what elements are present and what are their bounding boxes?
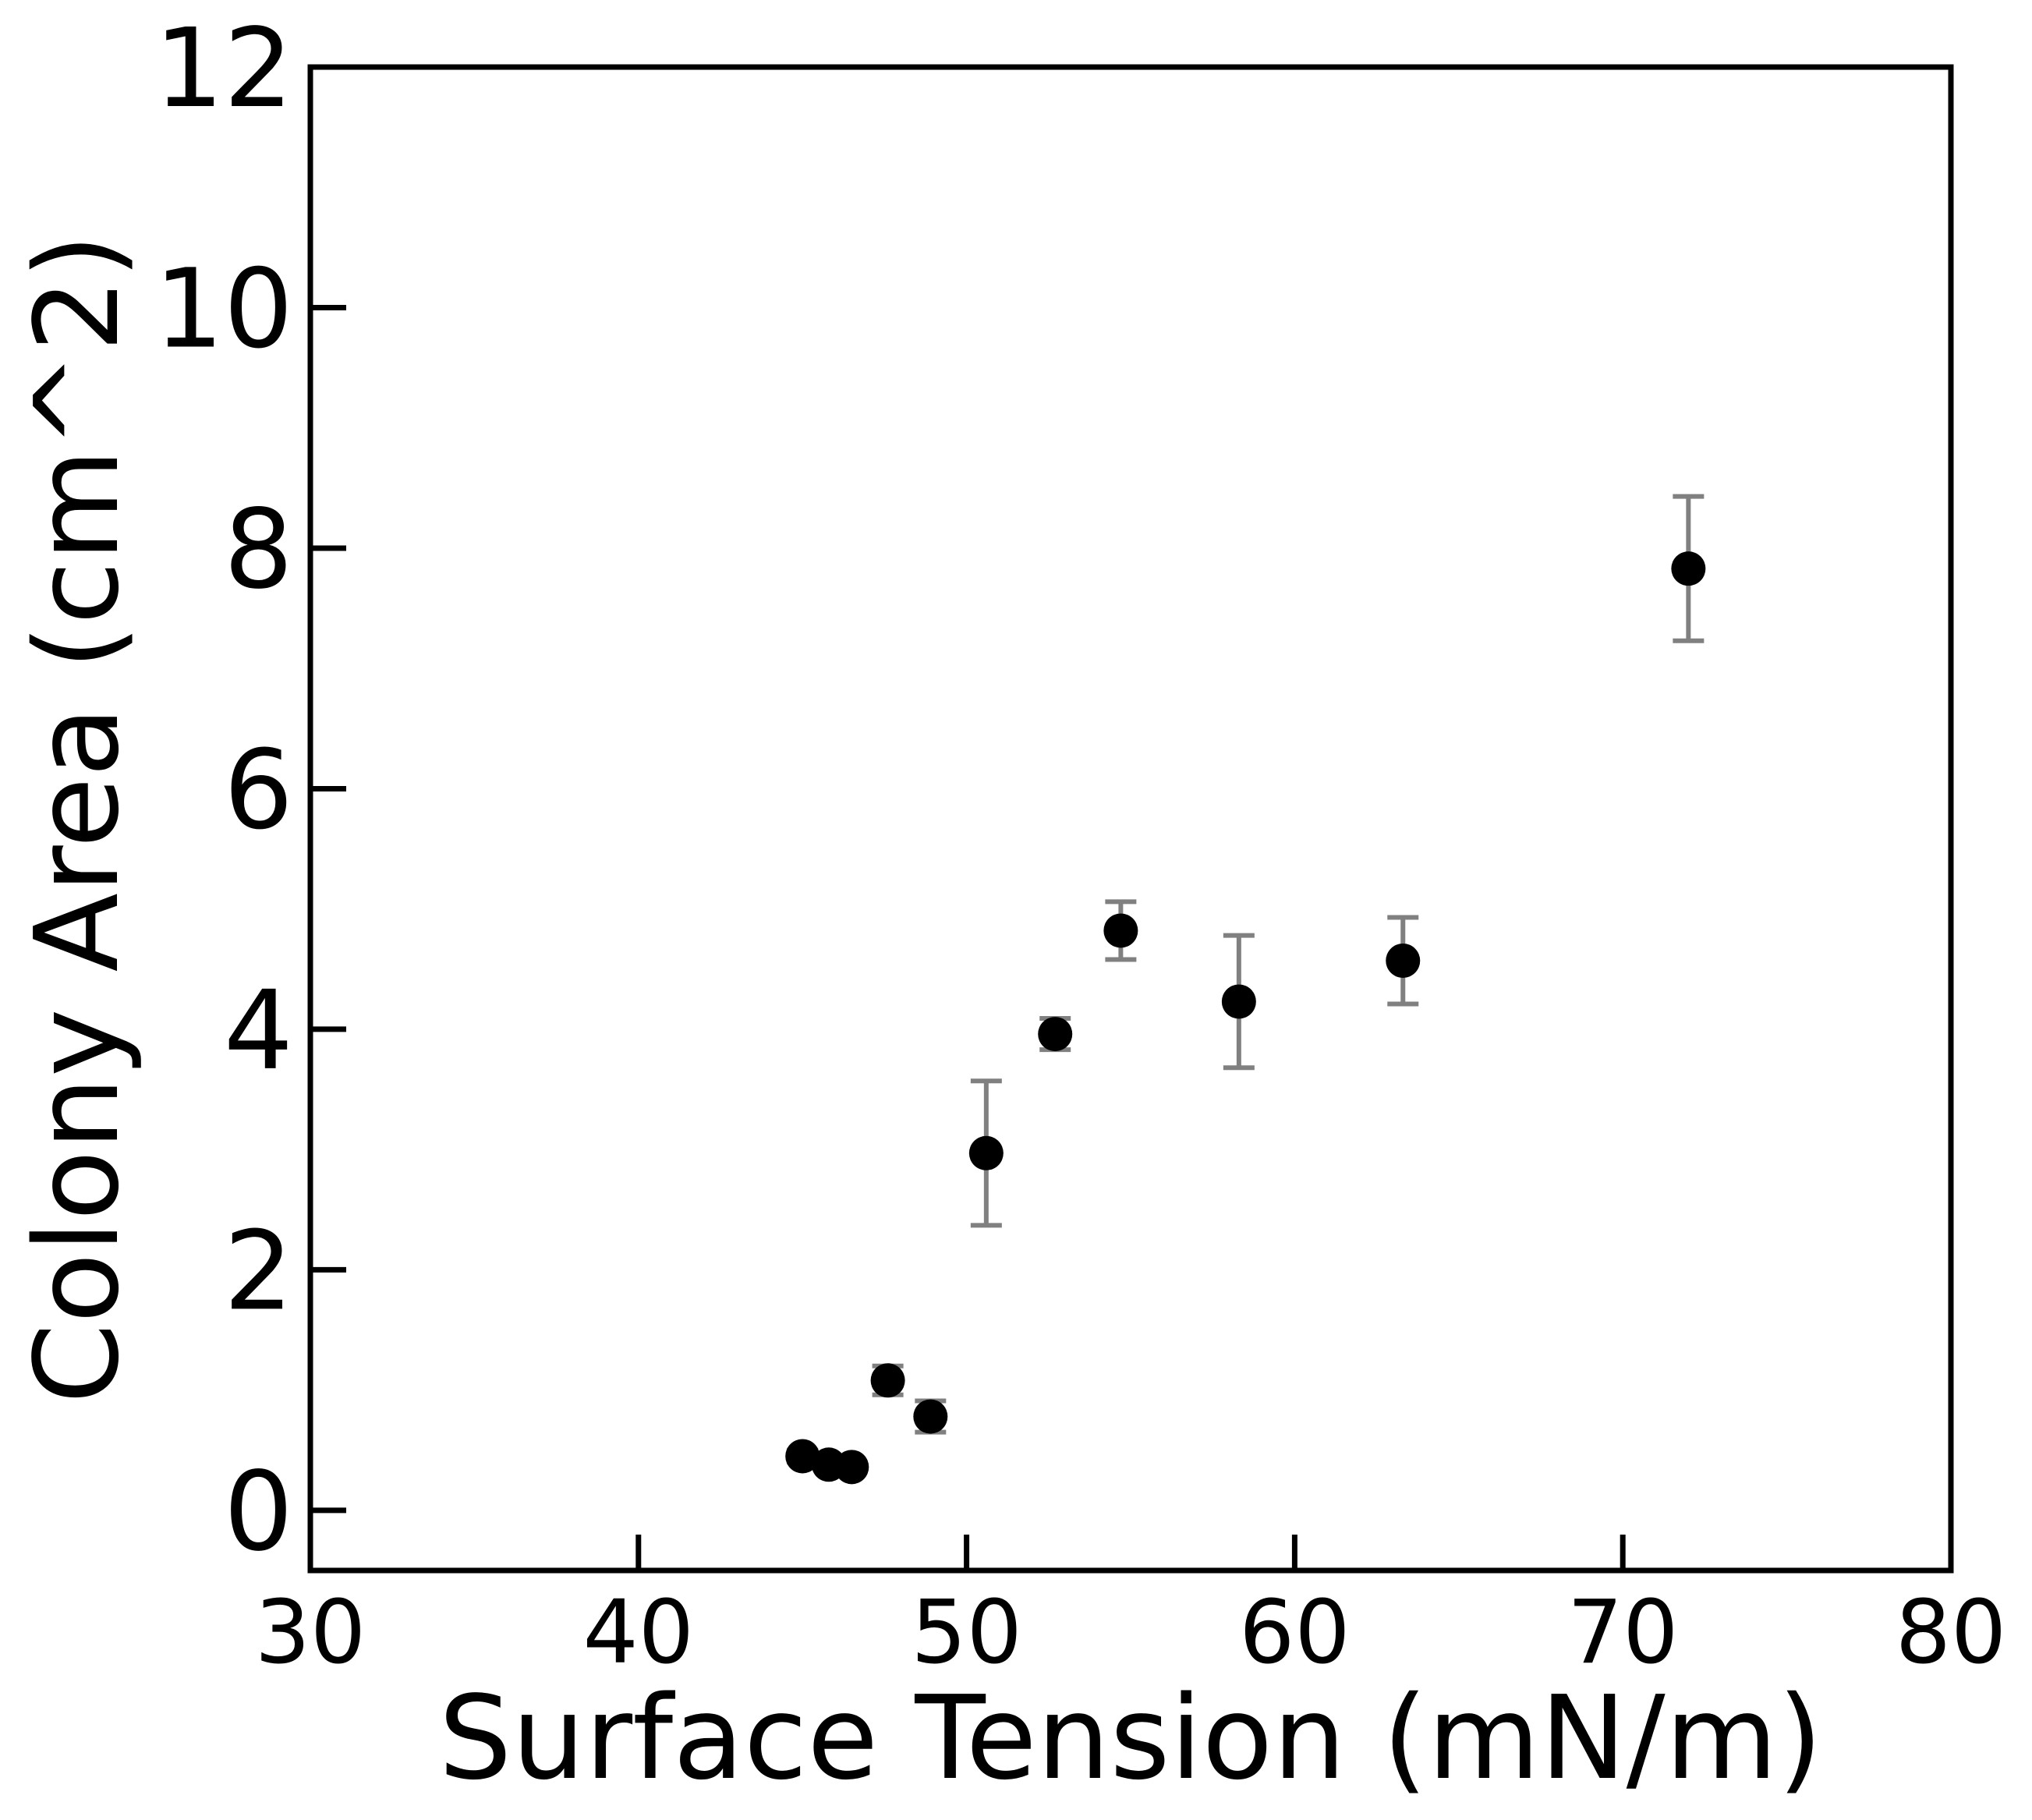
data-point [1386, 944, 1421, 979]
y-tick-label: 12 [154, 5, 293, 133]
data-point [870, 1363, 905, 1398]
data-point [1038, 1017, 1073, 1052]
marker-layer [785, 551, 1706, 1485]
y-tick-label: 0 [224, 1449, 293, 1576]
y-axis-ticks: 0 2 4 6 8 10 12 [154, 5, 346, 1576]
x-tick-label: 40 [583, 1582, 695, 1684]
y-tick-label: 4 [224, 968, 293, 1095]
data-point [1671, 551, 1706, 586]
data-point [968, 1135, 1004, 1170]
x-tick-label: 60 [1239, 1582, 1351, 1684]
y-tick-label: 10 [154, 246, 293, 373]
x-tick-label: 50 [911, 1582, 1022, 1684]
y-tick-label: 2 [224, 1208, 293, 1335]
x-tick-label: 80 [1896, 1582, 2007, 1684]
x-axis-title: Surface Tension (mN/m) [439, 1671, 1823, 1805]
y-tick-label: 8 [224, 487, 293, 614]
data-point [834, 1450, 869, 1485]
x-tick-label: 70 [1567, 1582, 1679, 1684]
y-axis-title: Colony Area (cm^2) [10, 234, 144, 1404]
data-point [785, 1439, 820, 1474]
data-point [1103, 913, 1138, 948]
data-point [1221, 984, 1256, 1019]
data-point [913, 1399, 948, 1434]
x-tick-label: 30 [255, 1582, 366, 1684]
errorbar-layer [787, 494, 1705, 1475]
x-axis-ticks: 30 40 50 60 70 80 [255, 1535, 2007, 1684]
plot-frame [307, 64, 1954, 1574]
y-tick-label: 6 [224, 727, 293, 854]
